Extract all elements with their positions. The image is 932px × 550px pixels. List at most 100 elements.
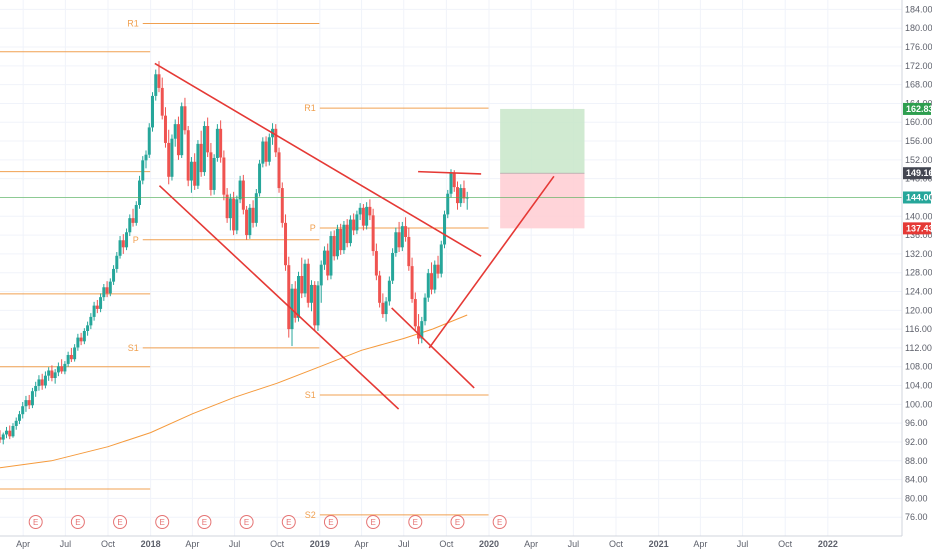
candle bbox=[381, 293, 385, 318]
candle bbox=[73, 344, 77, 362]
candle bbox=[0, 430, 2, 443]
candle-body bbox=[439, 244, 443, 274]
candle bbox=[89, 313, 93, 330]
trendline bbox=[418, 170, 482, 175]
candle-body bbox=[342, 224, 346, 251]
candle bbox=[352, 213, 356, 236]
earnings-label: E bbox=[370, 518, 375, 527]
earnings-circle bbox=[450, 515, 465, 529]
candle bbox=[248, 204, 252, 239]
price-tag: 137.43 bbox=[903, 222, 932, 235]
candle-body bbox=[34, 386, 38, 392]
candle bbox=[37, 375, 41, 391]
candle bbox=[17, 410, 21, 425]
trendline-drawings[interactable] bbox=[154, 62, 555, 410]
time-tick-label: 2019 bbox=[310, 539, 330, 549]
candle-body bbox=[92, 305, 96, 317]
candle bbox=[92, 301, 96, 321]
candle-body bbox=[228, 198, 232, 219]
candle bbox=[433, 260, 437, 294]
candle bbox=[280, 182, 284, 228]
candle bbox=[329, 231, 333, 280]
candle-body bbox=[452, 173, 456, 188]
candle-body bbox=[63, 363, 67, 372]
candle bbox=[14, 417, 18, 430]
candle-body bbox=[167, 142, 171, 177]
earnings-marker: E bbox=[197, 515, 212, 529]
candle bbox=[180, 102, 184, 158]
candle-body bbox=[251, 207, 255, 223]
candle bbox=[95, 299, 99, 314]
candle bbox=[235, 195, 239, 235]
candle-body bbox=[219, 128, 223, 158]
price-tick-label: 88.00 bbox=[905, 456, 928, 466]
pivot-label: P bbox=[310, 223, 316, 233]
candle bbox=[50, 365, 54, 382]
time-tick-label: Jul bbox=[737, 539, 749, 549]
candle-body bbox=[264, 141, 268, 162]
candle bbox=[79, 332, 83, 346]
candle-body bbox=[95, 305, 99, 309]
candle bbox=[141, 156, 145, 185]
candle-body bbox=[241, 180, 245, 210]
candle bbox=[112, 265, 116, 285]
candle bbox=[443, 210, 447, 249]
candle-body bbox=[141, 160, 145, 181]
candle bbox=[160, 77, 164, 120]
candle-body bbox=[459, 188, 463, 204]
candle bbox=[206, 117, 210, 158]
candle-body bbox=[157, 74, 161, 88]
earnings-circle bbox=[366, 515, 381, 529]
candle bbox=[66, 351, 70, 367]
candle bbox=[417, 314, 421, 345]
candle bbox=[309, 280, 313, 312]
candle-body bbox=[309, 284, 313, 303]
candle bbox=[128, 214, 132, 237]
price-tick-label: 112.00 bbox=[905, 343, 932, 353]
candle bbox=[222, 150, 226, 201]
candle-body bbox=[417, 326, 421, 339]
candle bbox=[267, 133, 271, 166]
candle bbox=[293, 281, 297, 323]
candle bbox=[290, 283, 294, 347]
candle bbox=[300, 257, 304, 299]
candle bbox=[254, 189, 258, 227]
price-axis[interactable]: 184.00180.00176.00172.00168.00164.00160.… bbox=[901, 0, 932, 550]
candle bbox=[202, 121, 206, 176]
candle bbox=[287, 256, 291, 338]
candle-body bbox=[11, 425, 15, 437]
earnings-circle bbox=[492, 515, 507, 529]
candle-body bbox=[206, 126, 210, 153]
candle-body bbox=[303, 263, 307, 294]
earnings-marker: E bbox=[70, 515, 85, 529]
candle-body bbox=[261, 141, 265, 164]
candle-body bbox=[99, 297, 103, 309]
candle-body bbox=[332, 236, 336, 257]
candle bbox=[86, 321, 90, 336]
candle bbox=[374, 243, 378, 281]
pivot-label: S1 bbox=[305, 390, 316, 400]
candle bbox=[355, 210, 359, 235]
earnings-marker: E bbox=[28, 515, 43, 529]
candle bbox=[173, 119, 177, 147]
earnings-label: E bbox=[75, 518, 80, 527]
candle-body bbox=[258, 163, 262, 194]
candle-body bbox=[394, 232, 398, 253]
candle bbox=[193, 153, 197, 190]
time-axis[interactable]: Apr Jul Oct 2018 Apr Jul Oct 2019 Apr Jul Oct 2020 A… bbox=[0, 535, 932, 550]
moving-average-line bbox=[0, 314, 468, 469]
pivot-label: P bbox=[133, 235, 139, 245]
candle-body bbox=[102, 287, 106, 298]
candle bbox=[102, 283, 106, 301]
candle bbox=[407, 227, 411, 271]
position-zones[interactable] bbox=[500, 108, 585, 229]
earnings-marker: E bbox=[281, 515, 296, 529]
candle-body bbox=[21, 406, 25, 415]
pivot-label: S2 bbox=[305, 510, 316, 520]
candle-body bbox=[280, 188, 284, 223]
candle-body bbox=[297, 275, 301, 318]
candle-body bbox=[17, 414, 21, 421]
candle bbox=[413, 292, 417, 332]
